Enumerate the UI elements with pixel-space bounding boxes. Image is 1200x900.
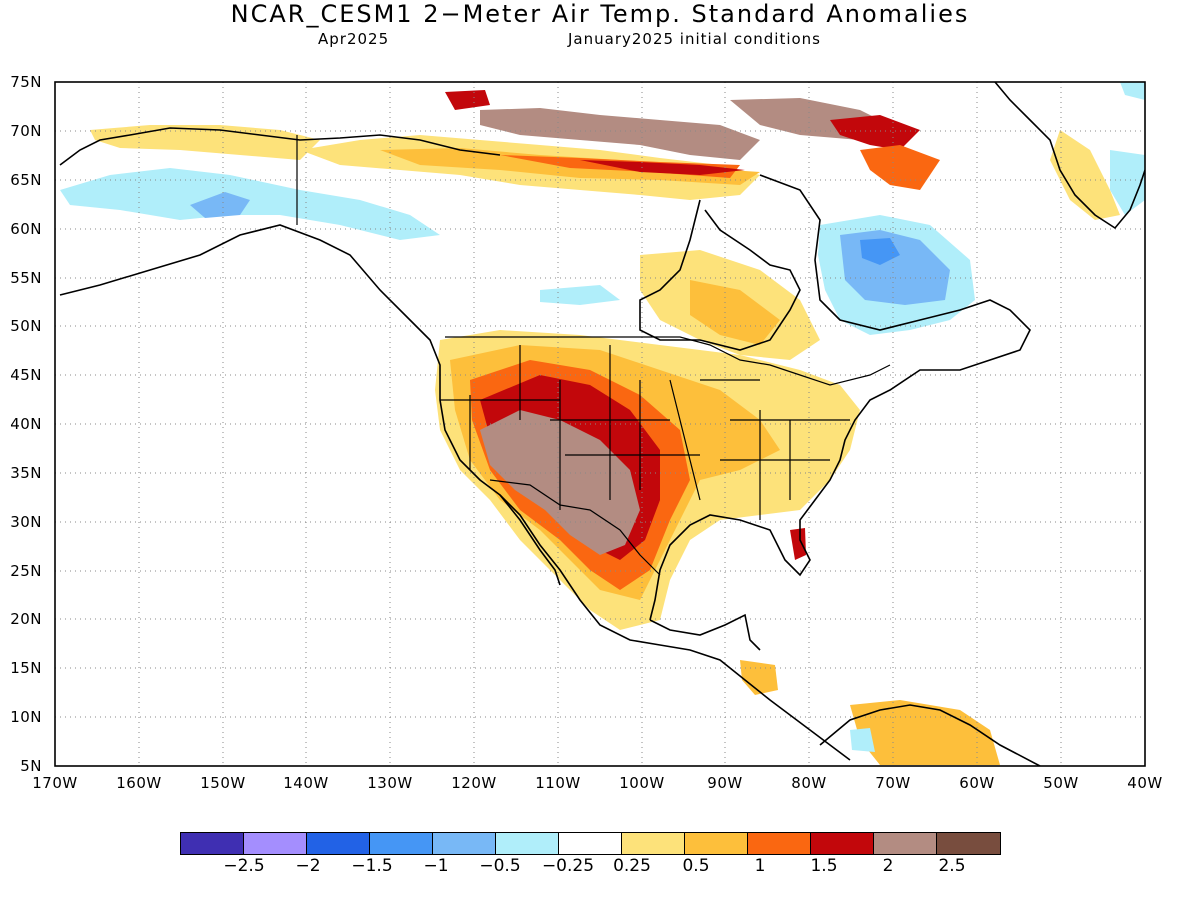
valid-month: Apr2025: [318, 30, 390, 48]
lat-label: 5N: [20, 757, 42, 775]
lon-label: 90W: [707, 774, 743, 792]
colorbar: [180, 832, 1001, 855]
political-boundaries: [296, 135, 891, 576]
colorbar-swatch: [811, 833, 874, 854]
warm-anomaly-greenland: [1050, 130, 1120, 220]
coastline-greenland: [994, 82, 1145, 230]
coastline-hudson-bay: [639, 199, 801, 351]
colorbar-label: 2.5: [938, 856, 966, 876]
colorbar-label: −0.25: [541, 856, 595, 876]
us-mexico-border: [489, 479, 661, 576]
colorbar-label: 1: [754, 856, 766, 876]
coastline-gulf-mexico: [649, 613, 761, 651]
colorbar-label: 1.5: [810, 856, 838, 876]
lon-label: 170W: [32, 774, 78, 792]
lon-label: 150W: [200, 774, 246, 792]
cool-anomaly-prairie: [540, 285, 620, 305]
colorbar-swatch: [937, 833, 1000, 854]
lon-label: 120W: [451, 774, 497, 792]
lon-label: 60W: [959, 774, 995, 792]
map-title: NCAR_CESM1 2−Meter Air Temp. Standard An…: [230, 0, 970, 28]
colorbar-swatch: [181, 833, 244, 854]
colorbar-swatch: [874, 833, 937, 854]
colorbar-swatch: [370, 833, 433, 854]
cool-anomaly-alaska: [60, 168, 440, 240]
coastline-east: [649, 174, 1031, 621]
cool-anomaly-greenland: [1110, 150, 1145, 215]
warm-anomaly-hudson-2: [690, 280, 780, 345]
init-conditions: January2025 initial conditions: [568, 30, 821, 48]
lat-label: 20N: [10, 610, 42, 628]
colorbar-swatch: [622, 833, 685, 854]
us-state-lines: [440, 345, 850, 520]
colorbar-label: −0.5: [479, 856, 521, 876]
colorbar-swatch: [748, 833, 811, 854]
lon-label: 70W: [875, 774, 911, 792]
lat-label: 70N: [10, 122, 42, 140]
lat-label: 65N: [10, 171, 42, 189]
cool-anomaly-south-america: [850, 728, 875, 752]
colorbar-swatch: [433, 833, 496, 854]
lat-label: 60N: [10, 220, 42, 238]
warm-anomaly-arctic-belt-4: [580, 160, 745, 175]
strong-anomaly-arctic-islands: [480, 108, 760, 160]
lat-label: 50N: [10, 317, 42, 335]
lat-label: 55N: [10, 269, 42, 287]
warm-anomaly-arctic-west: [445, 90, 490, 110]
coastline-alaska: [59, 224, 851, 761]
lat-label: 75N: [10, 73, 42, 91]
colorbar-swatch: [559, 833, 622, 854]
colorbar-label: 0.5: [682, 856, 710, 876]
colorbar-label: −1.5: [351, 856, 393, 876]
lon-label: 100W: [619, 774, 665, 792]
colorbar-label: −2.5: [223, 856, 265, 876]
lat-label: 40N: [10, 415, 42, 433]
lon-label: 50W: [1043, 774, 1079, 792]
lon-label: 110W: [535, 774, 581, 792]
colorbar-label: 0.25: [613, 856, 651, 876]
cool-anomaly-alaska-core: [190, 192, 250, 218]
colorbar-swatch: [307, 833, 370, 854]
lat-label: 25N: [10, 562, 42, 580]
lon-label: 40W: [1127, 774, 1163, 792]
colorbar-label: 2: [882, 856, 894, 876]
colorbar-swatch: [244, 833, 307, 854]
colorbar-swatch: [496, 833, 559, 854]
us-canada-border: [445, 336, 891, 386]
coastlines: [59, 82, 1145, 766]
lon-label: 130W: [367, 774, 413, 792]
lon-label: 140W: [283, 774, 329, 792]
lat-label: 35N: [10, 464, 42, 482]
cool-anomaly-quebec-deep: [860, 238, 900, 265]
warm-anomaly-south-america: [850, 700, 1000, 765]
warm-anomaly-central-america: [740, 660, 778, 695]
cool-anomaly-greenland-north: [1120, 82, 1145, 100]
lat-label: 30N: [10, 513, 42, 531]
warm-anomaly-florida: [790, 528, 806, 560]
coastline-arctic-north: [59, 127, 501, 166]
coastline-baja: [499, 494, 561, 586]
colorbar-label: −1: [423, 856, 449, 876]
lat-label: 15N: [10, 659, 42, 677]
lon-label: 80W: [791, 774, 827, 792]
coastline-south-america: [819, 704, 1041, 766]
colorbar-label: −2: [295, 856, 321, 876]
warm-anomaly-north-coast: [90, 125, 320, 160]
lat-label: 10N: [10, 708, 42, 726]
warm-anomaly-baffin: [830, 115, 920, 150]
colorbar-swatch: [685, 833, 748, 854]
lon-label: 160W: [116, 774, 162, 792]
map-frame: [54, 81, 1146, 767]
lat-label: 45N: [10, 366, 42, 384]
grid-lines: [55, 82, 1145, 766]
anomaly-shading: [60, 82, 1145, 765]
warm-anomaly-baffin-2: [860, 145, 940, 190]
